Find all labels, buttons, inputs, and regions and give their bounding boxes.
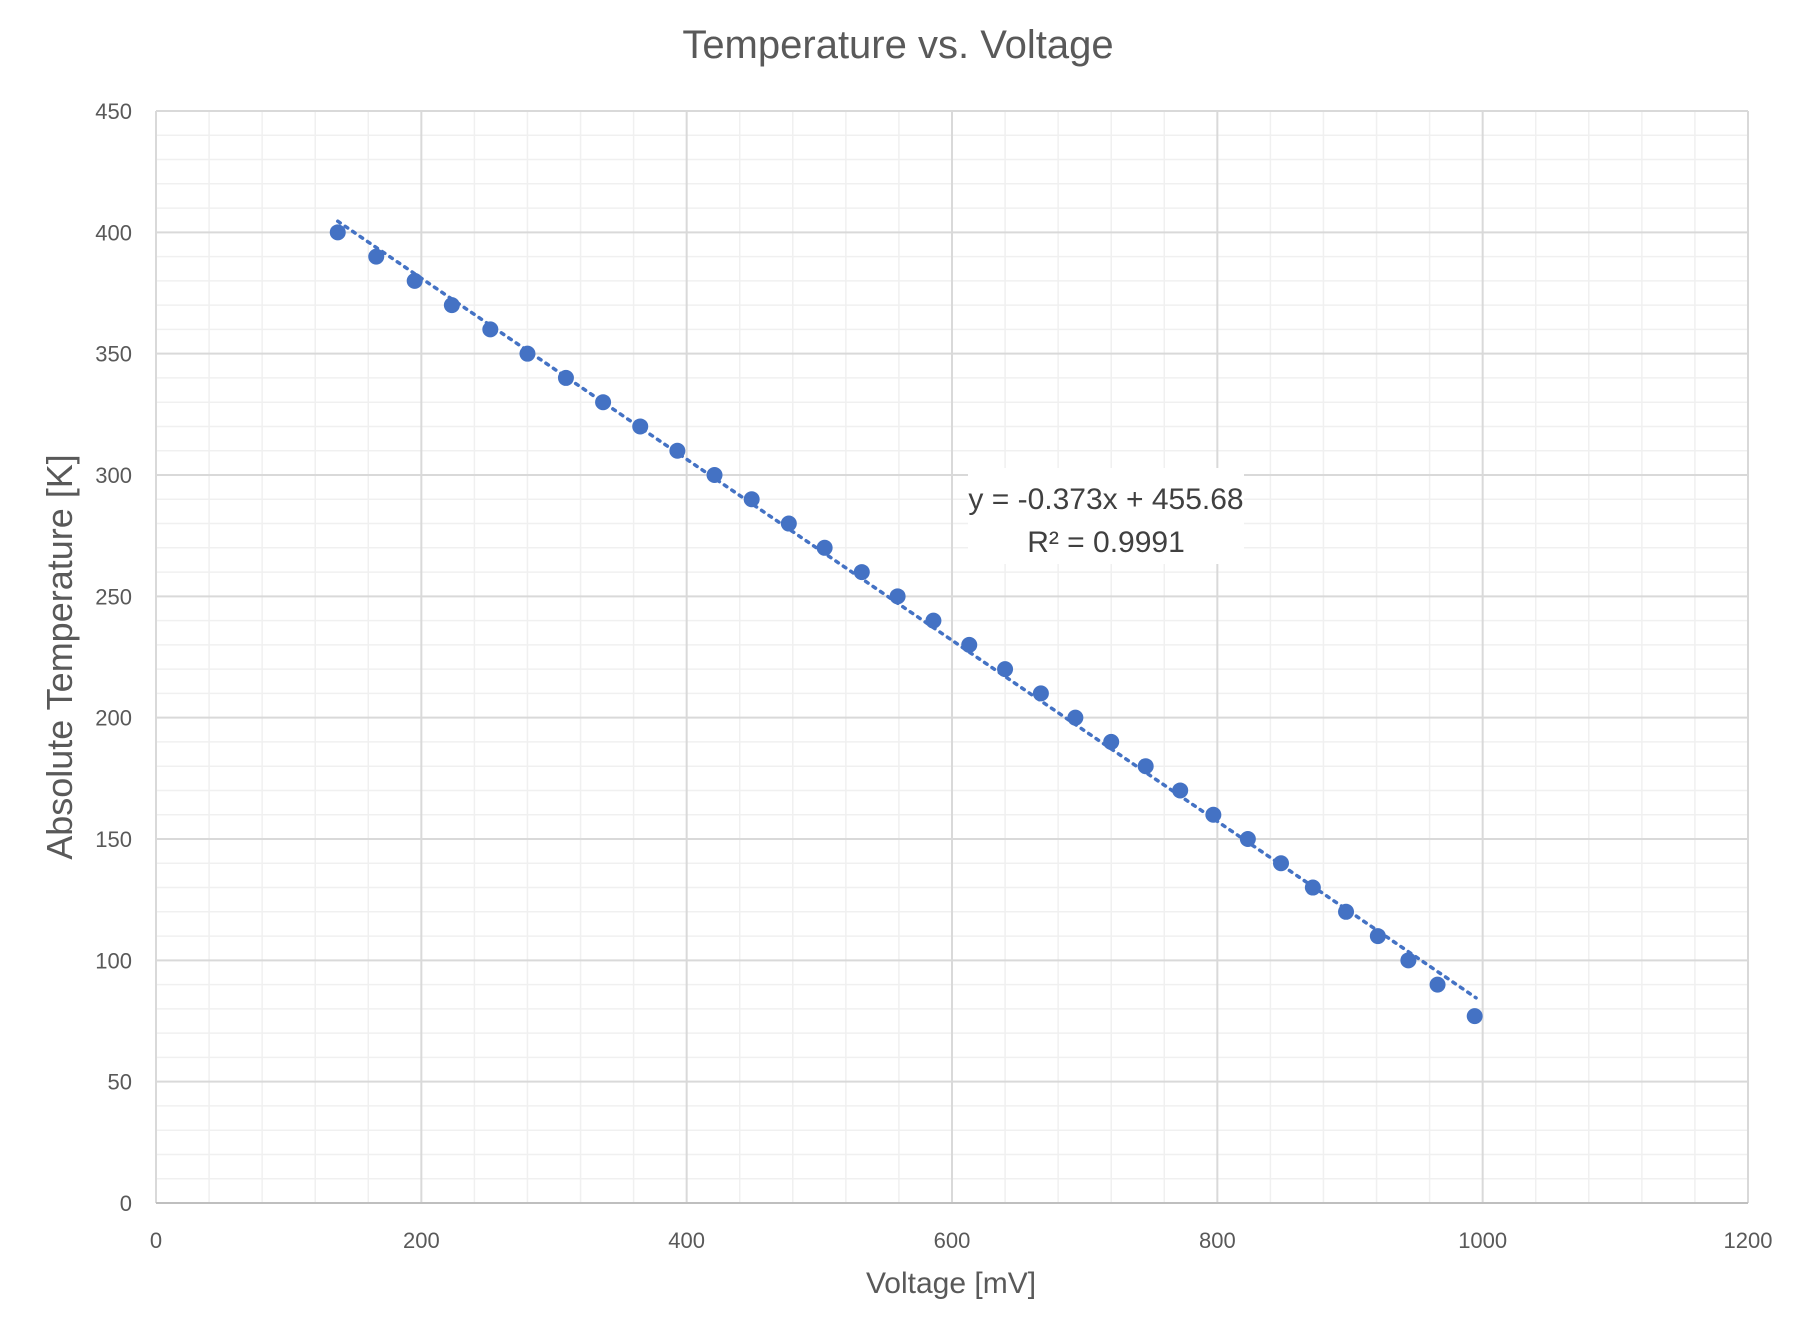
- data-point: [595, 394, 612, 411]
- data-point: [1273, 855, 1290, 872]
- data-point: [961, 636, 978, 653]
- y-tick-label: 450: [95, 99, 132, 124]
- trendline-equation: y = -0.373x + 455.68: [968, 483, 1243, 516]
- data-points: [329, 224, 1483, 1025]
- data-point: [1032, 685, 1049, 702]
- y-tick-label: 400: [95, 220, 132, 245]
- data-point: [669, 442, 686, 459]
- data-point: [1205, 806, 1222, 823]
- data-point: [997, 661, 1014, 678]
- x-tick-label: 600: [934, 1228, 971, 1253]
- y-tick-label: 300: [95, 463, 132, 488]
- data-point: [1369, 928, 1386, 945]
- y-tick-label: 250: [95, 584, 132, 609]
- data-point: [780, 515, 797, 532]
- data-point: [482, 321, 499, 338]
- y-tick-label: 50: [108, 1070, 132, 1095]
- data-point: [706, 467, 723, 483]
- equation-background: [968, 468, 1244, 564]
- x-axis-title: Voltage [mV]: [866, 1267, 1036, 1300]
- data-point: [816, 539, 833, 556]
- x-tick-label: 1000: [1458, 1228, 1507, 1253]
- data-point: [925, 612, 942, 629]
- data-point: [1429, 976, 1446, 993]
- data-point: [889, 588, 906, 605]
- chart-title: Temperature vs. Voltage: [682, 23, 1113, 67]
- data-point: [1137, 758, 1154, 775]
- data-point: [1172, 782, 1189, 799]
- x-tick-label: 1200: [1724, 1228, 1773, 1253]
- data-point: [1103, 733, 1120, 750]
- data-point: [1466, 1008, 1483, 1025]
- y-tick-label: 150: [95, 827, 132, 852]
- r-squared-label: R² = 0.9991: [1027, 526, 1185, 559]
- x-tick-labels: 0 200 400 600 800 1000 1200: [150, 1228, 1773, 1253]
- data-point: [743, 491, 760, 508]
- data-point: [632, 418, 649, 435]
- x-tick-label: 200: [403, 1228, 440, 1253]
- x-tick-label: 400: [668, 1228, 705, 1253]
- y-tick-label: 0: [120, 1191, 132, 1216]
- data-point: [406, 272, 423, 289]
- major-gridlines: [155, 110, 1749, 1204]
- x-tick-label: 0: [150, 1228, 162, 1253]
- data-point: [1239, 831, 1256, 847]
- data-point: [1400, 952, 1417, 969]
- y-tick-label: 350: [95, 342, 132, 367]
- x-tick-label: 800: [1199, 1228, 1236, 1253]
- trendline-equation-box: y = -0.373x + 455.68 R² = 0.9991: [968, 468, 1244, 564]
- data-point: [519, 345, 536, 362]
- data-point: [443, 297, 460, 314]
- y-tick-labels: 0 50 100 150 200 250 300 350 400 450: [95, 99, 132, 1216]
- data-point: [1338, 903, 1355, 920]
- trendline: [336, 219, 1478, 1000]
- data-point: [853, 564, 870, 581]
- data-point: [368, 248, 385, 265]
- y-tick-label: 100: [95, 948, 132, 973]
- data-point: [1304, 879, 1321, 896]
- data-point: [1067, 709, 1084, 726]
- data-point: [557, 369, 574, 386]
- y-axis-title: Absolute Temperature [K]: [39, 454, 80, 860]
- y-tick-label: 200: [95, 706, 132, 731]
- data-point: [329, 224, 346, 241]
